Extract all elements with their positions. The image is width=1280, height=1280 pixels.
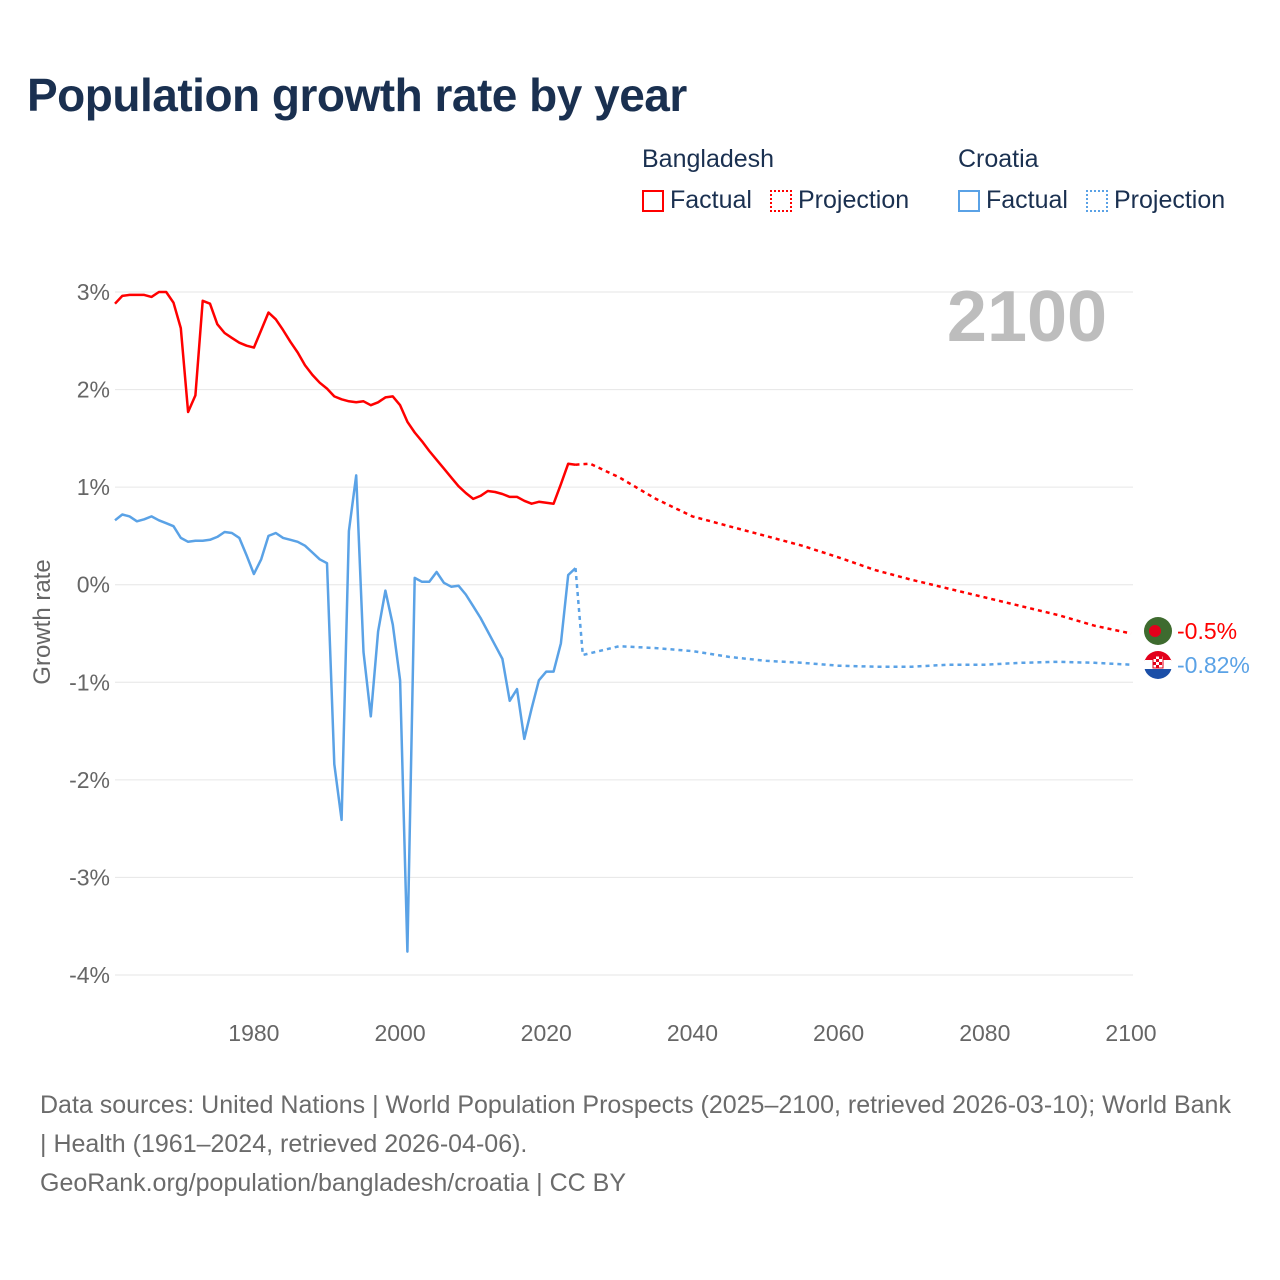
x-tick-label: 2020: [521, 1020, 572, 1046]
legend-label: Projection: [1113, 186, 1226, 214]
x-tick-label: 2060: [813, 1020, 864, 1046]
chart-title: Population growth rate by year: [27, 69, 687, 121]
y-tick-label: -3%: [69, 864, 110, 890]
croatia-projection-line: [574, 567, 1132, 668]
attribution-link[interactable]: GeoRank.org/population/bangladesh/croati…: [40, 1169, 627, 1197]
solid-swatch-icon: [958, 189, 980, 212]
bangladesh-factual-line: [114, 290, 576, 505]
x-tick-label: 2080: [959, 1020, 1010, 1046]
x-tick-label: 2000: [374, 1020, 425, 1046]
y-tick-label: 1%: [77, 474, 110, 500]
legend-label: Factual: [670, 186, 752, 214]
legend-country-label: Croatia: [958, 145, 1039, 173]
croatia-flag-icon: [1144, 651, 1172, 679]
x-tick-label: 2100: [1105, 1020, 1156, 1046]
legend-croatia: Croatia Factual Projection: [958, 145, 1225, 215]
dotted-swatch-icon: [769, 189, 792, 212]
legend-item-croatia-projection[interactable]: Projection: [1085, 186, 1226, 215]
legend-item-bangladesh-factual[interactable]: Factual: [642, 186, 752, 215]
y-tick-label: -4%: [69, 962, 110, 988]
x-tick-label: 1980: [228, 1020, 279, 1046]
x-tick-label: 2040: [667, 1020, 718, 1046]
legend-label: Factual: [986, 186, 1068, 214]
y-axis-label: Growth rate: [29, 559, 56, 684]
y-tick-label: 3%: [77, 279, 110, 305]
y-tick-label: 0%: [77, 572, 110, 598]
legend-label: Projection: [797, 186, 910, 214]
legend-bangladesh: Bangladesh Factual Projection: [642, 145, 909, 215]
dotted-swatch-icon: [1085, 189, 1108, 212]
year-label: 2100: [947, 277, 1107, 357]
croatia-factual-line: [114, 474, 577, 953]
bangladesh-flag-icon: [1144, 617, 1172, 645]
croatia-end-label: -0.82%: [1177, 652, 1250, 678]
legend-item-croatia-factual[interactable]: Factual: [958, 186, 1068, 215]
data-sources: Data sources: United Nations | World Pop…: [40, 1091, 1231, 1158]
bangladesh-projection-line: [575, 462, 1132, 635]
bangladesh-end-label: -0.5%: [1177, 618, 1237, 644]
y-tick-label: -1%: [69, 669, 110, 695]
legend-country-label: Bangladesh: [642, 145, 775, 173]
y-tick-label: 2%: [77, 377, 110, 403]
legend-item-bangladesh-projection[interactable]: Projection: [769, 186, 910, 215]
footer: Data sources: United Nations | World Pop…: [40, 1086, 1240, 1203]
y-tick-label: -2%: [69, 767, 110, 793]
solid-swatch-icon: [642, 189, 664, 212]
